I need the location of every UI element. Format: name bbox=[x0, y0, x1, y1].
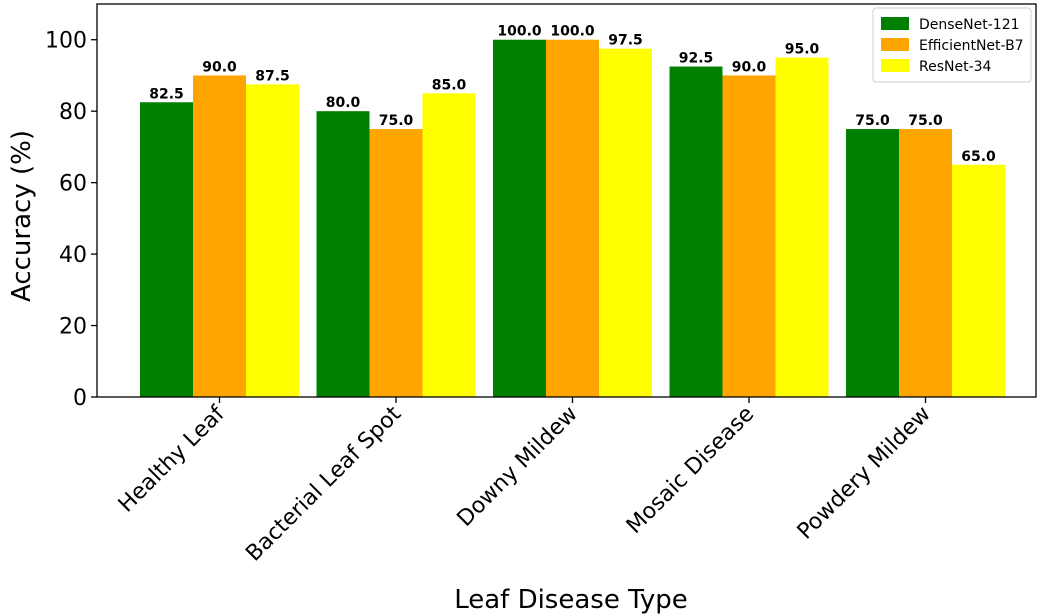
bar-value-label: 92.5 bbox=[679, 51, 714, 67]
bar-resnet-34-mosaic-disease bbox=[775, 57, 829, 397]
bar-densenet-121-bacterial-leaf-spot bbox=[316, 111, 370, 397]
bar-value-label: 100.0 bbox=[497, 24, 542, 40]
bar-value-label: 97.5 bbox=[608, 33, 643, 49]
y-tick-label: 40 bbox=[59, 243, 87, 268]
bar-value-label: 75.0 bbox=[855, 113, 890, 129]
legend-swatch bbox=[881, 59, 909, 72]
bar-densenet-121-downy-mildew bbox=[493, 39, 546, 398]
bar-efficientnet-b7-healthy-leaf bbox=[193, 75, 246, 398]
bar-value-label: 90.0 bbox=[732, 59, 767, 75]
x-tick-label: Mosaic Disease bbox=[622, 402, 759, 539]
y-tick-label: 0 bbox=[73, 386, 87, 411]
bar-value-label: 95.0 bbox=[785, 42, 820, 58]
legend-label: ResNet-34 bbox=[919, 59, 992, 75]
bar-value-label: 75.0 bbox=[379, 113, 414, 129]
bar-value-label: 90.0 bbox=[202, 59, 237, 75]
x-axis-title: Leaf Disease Type bbox=[454, 585, 688, 615]
x-tick-label: Healthy Leaf bbox=[114, 401, 231, 518]
x-tick-label: Bacterial Leaf Spot bbox=[241, 401, 406, 566]
bar-resnet-34-healthy-leaf bbox=[246, 84, 299, 398]
x-axis: Healthy Leaf Bacterial Leaf Spot Downy Mil… bbox=[114, 397, 936, 566]
y-tick-label: 100 bbox=[45, 29, 87, 54]
bar-value-label: 75.0 bbox=[908, 113, 943, 129]
bar-efficientnet-b7-mosaic-disease bbox=[722, 75, 776, 398]
bar-densenet-121-mosaic-disease bbox=[669, 66, 723, 397]
bar-value-label: 65.0 bbox=[961, 149, 996, 165]
y-axis-title: Accuracy (%) bbox=[7, 130, 37, 302]
bar-densenet-121-healthy-leaf bbox=[140, 102, 193, 397]
legend-label: DenseNet-121 bbox=[919, 17, 1020, 33]
x-tick-label: Powdery Mildew bbox=[793, 402, 936, 545]
bar-resnet-34-powdery-mildew bbox=[952, 164, 1005, 397]
bar-resnet-34-downy-mildew bbox=[599, 48, 652, 398]
y-tick-label: 80 bbox=[59, 100, 87, 125]
legend-box bbox=[872, 7, 1032, 83]
legend: DenseNet-121 EfficientNet-B7 ResNet-34 bbox=[872, 7, 1032, 83]
bar-value-label: 80.0 bbox=[326, 95, 361, 111]
bar-efficientnet-b7-powdery-mildew bbox=[899, 129, 952, 397]
plot-frame bbox=[96, 3, 1037, 398]
bar-efficientnet-b7-bacterial-leaf-spot bbox=[369, 129, 423, 397]
legend-swatch bbox=[881, 38, 909, 51]
bar-value-label: 100.0 bbox=[550, 24, 595, 40]
y-tick-label: 60 bbox=[59, 172, 87, 197]
bar-value-label: 82.5 bbox=[149, 86, 184, 102]
legend-label: EfficientNet-B7 bbox=[919, 38, 1024, 54]
bar-densenet-121-powdery-mildew bbox=[846, 129, 899, 397]
bar-efficientnet-b7-downy-mildew bbox=[546, 39, 599, 398]
bar-value-label: 85.0 bbox=[432, 77, 467, 93]
bar-labels-group: 82.5 90.0 87.5 80.0 75.0 85.0 100.0 100.0 97.5 92… bbox=[149, 24, 996, 165]
y-axis: 0 20 40 60 80 100 bbox=[45, 29, 97, 411]
legend-swatch bbox=[881, 17, 909, 30]
bars-group bbox=[140, 39, 1005, 398]
bar-resnet-34-bacterial-leaf-spot bbox=[422, 93, 476, 398]
x-tick-label: Downy Mildew bbox=[453, 402, 583, 532]
bar-value-label: 87.5 bbox=[255, 68, 290, 84]
y-tick-label: 20 bbox=[59, 315, 87, 340]
